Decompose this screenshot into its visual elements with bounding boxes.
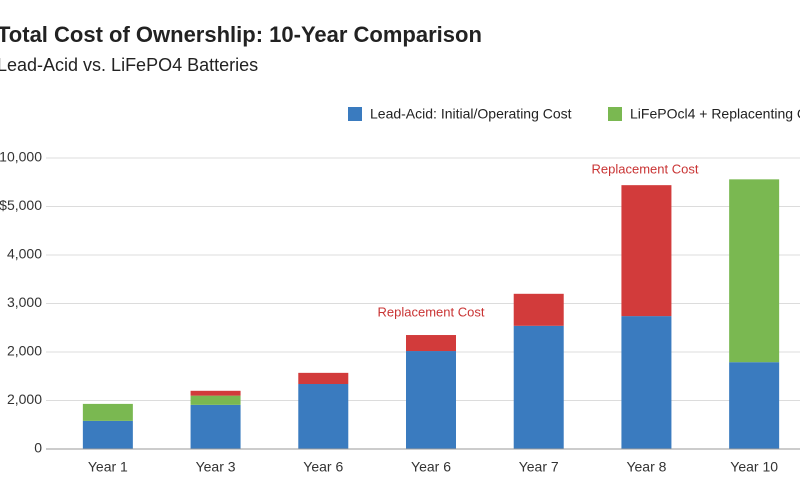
chart-subtitle: Lead-Acid vs. LiFePO4 Batteries	[0, 55, 258, 75]
y-tick-label: 0	[34, 440, 42, 456]
y-tick-label: 4,000	[7, 246, 42, 262]
bar-segment	[298, 372, 349, 385]
y-tick-label: 2,000	[7, 343, 42, 359]
bar-segment	[621, 185, 672, 317]
bar-segment	[621, 316, 672, 449]
annotation: Replacement Cost	[592, 161, 699, 176]
x-tick-label: Year 7	[519, 459, 559, 475]
y-tick-label: 3,000	[7, 294, 42, 310]
bar-segment	[513, 293, 564, 326]
x-tick-label: Year 6	[303, 459, 343, 475]
bar-segment	[513, 325, 564, 449]
y-tick-label: 10,000	[0, 149, 42, 165]
bar-segment	[729, 179, 780, 363]
x-tick-label: Year 6	[411, 459, 451, 475]
bar-segment	[729, 362, 780, 449]
annotation: Replacement Cost	[378, 304, 485, 319]
bar-segment	[82, 403, 133, 421]
bar-segment	[298, 384, 349, 449]
y-tick-label: $5,000	[0, 197, 42, 213]
chart-title: Total Cost of Ownershlip: 10-Year Compar…	[0, 22, 482, 47]
bar-segment	[190, 404, 241, 449]
legend-label: Lead-Acid: Initial/Operating Cost	[370, 106, 572, 122]
x-tick-label: Year 1	[88, 459, 128, 475]
x-tick-label: Year 10	[730, 459, 778, 475]
bar-segment	[190, 390, 241, 396]
x-tick-label: Year 3	[196, 459, 236, 475]
legend-label: LiFePOcl4 + Replacenting C	[630, 106, 800, 122]
legend-swatch	[348, 107, 362, 121]
legend-swatch	[608, 107, 622, 121]
y-tick-label: 2,000	[7, 391, 42, 407]
bar-segment	[406, 351, 456, 449]
bar-segment	[82, 420, 133, 449]
x-tick-label: Year 8	[626, 459, 666, 475]
bar-segment	[406, 335, 456, 352]
bar-segment	[190, 395, 241, 405]
